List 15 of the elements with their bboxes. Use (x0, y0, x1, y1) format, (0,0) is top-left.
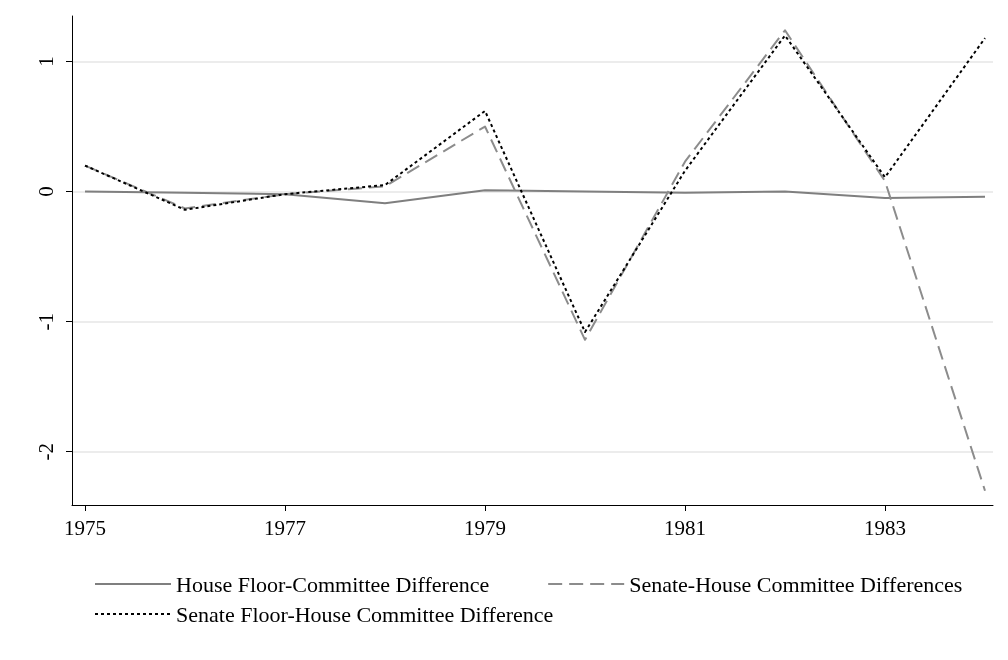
x-tick-label: 1981 (664, 515, 706, 540)
x-tick-label: 1983 (864, 515, 906, 540)
y-tick-label: -1 (33, 312, 58, 331)
legend-label: Senate Floor-House Committee Difference (176, 601, 554, 627)
y-tick-label: -2 (33, 442, 58, 461)
line-series (84, 34, 986, 334)
y-tick-label: 1 (33, 56, 58, 67)
y-tick-label: 0 (33, 186, 58, 197)
x-tick-label: 1977 (264, 515, 306, 540)
x-tick-label: 1975 (64, 515, 106, 540)
x-tick-label: 1979 (464, 515, 506, 540)
line-series (84, 29, 986, 492)
line-series (84, 189, 986, 205)
legend-label: House Floor-Committee Difference (176, 571, 490, 597)
legend-label: Senate-House Committee Differences (629, 571, 963, 597)
